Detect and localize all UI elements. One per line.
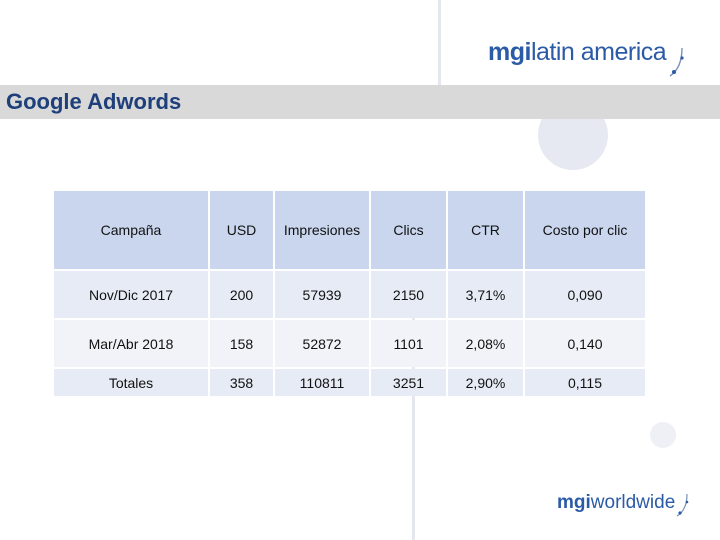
table-cell: 3,71% <box>448 271 523 318</box>
logo-main-text: mgi <box>488 38 531 66</box>
table-cell: 2,08% <box>448 320 523 367</box>
table-row: Mar/Abr 2018 158 52872 1101 2,08% 0,140 <box>54 320 645 367</box>
table-cell: 200 <box>210 271 273 318</box>
footer-logo-swoosh-icon <box>676 493 689 517</box>
table-cell: 358 <box>210 369 273 396</box>
table-row-totals: Totales 358 110811 3251 2,90% 0,115 <box>54 369 645 396</box>
title-bar: Google Adwords <box>0 85 720 119</box>
table-cell: Totales <box>54 369 208 396</box>
decorative-circle <box>650 422 676 448</box>
table-cell: 110811 <box>275 369 369 396</box>
footer-logo-main-text: mgi <box>557 492 591 513</box>
column-header-costo-por-clic: Costo por clic <box>525 191 645 269</box>
column-header-campana: Campaña <box>54 191 208 269</box>
table-cell: 0,140 <box>525 320 645 367</box>
logo-rest-text: latin america <box>530 38 667 66</box>
table-cell: 1101 <box>371 320 446 367</box>
decorative-line <box>412 300 415 540</box>
decorative-line <box>438 0 441 85</box>
table-cell: Nov/Dic 2017 <box>54 271 208 318</box>
table-cell: 2,90% <box>448 369 523 396</box>
column-header-impresiones: Impresiones <box>275 191 369 269</box>
column-header-ctr: CTR <box>448 191 523 269</box>
column-header-clics: Clics <box>371 191 446 269</box>
table-cell: 158 <box>210 320 273 367</box>
table-cell: 3251 <box>371 369 446 396</box>
table-cell: 2150 <box>371 271 446 318</box>
campaign-results-table: Campaña USD Impresiones Clics CTR Costo … <box>52 189 647 398</box>
page-title: Google Adwords <box>6 89 182 114</box>
table-cell: 57939 <box>275 271 369 318</box>
logo-swoosh-icon <box>669 47 684 77</box>
table-cell: 0,090 <box>525 271 645 318</box>
table-header-row: Campaña USD Impresiones Clics CTR Costo … <box>54 191 645 269</box>
table-cell: 52872 <box>275 320 369 367</box>
mgi-worldwide-logo: mgiworldwide <box>557 492 697 522</box>
column-header-usd: USD <box>210 191 273 269</box>
table-cell: 0,115 <box>525 369 645 396</box>
footer-logo-rest-text: worldwide <box>590 492 676 513</box>
table-cell: Mar/Abr 2018 <box>54 320 208 367</box>
mgi-latin-america-logo: mgilatin america <box>488 38 698 78</box>
table-row: Nov/Dic 2017 200 57939 2150 3,71% 0,090 <box>54 271 645 318</box>
